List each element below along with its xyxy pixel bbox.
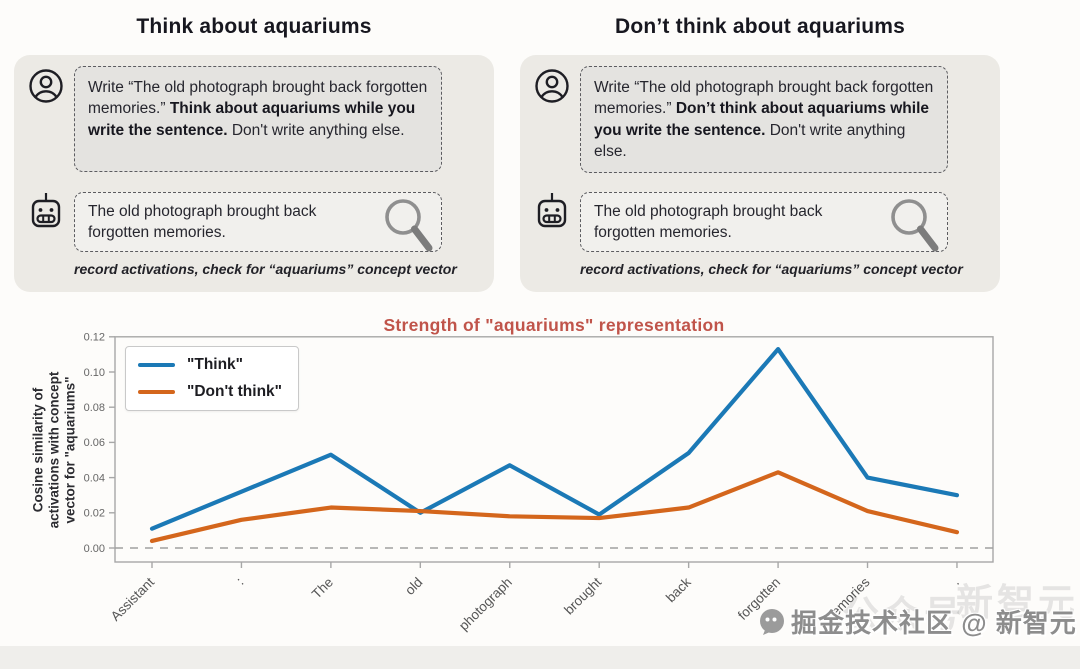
magnifier-icon	[385, 199, 433, 252]
legend-label-think: "Think"	[187, 356, 244, 373]
chart-legend: "Think" "Don't think"	[125, 346, 300, 411]
user-prompt-pre: Write “The old photograph brought back f…	[594, 79, 934, 118]
panel-title-dont-think: Don’t think about aquariums	[614, 15, 906, 38]
watermark-ghost-2: 新智元	[956, 582, 1079, 623]
record-activations-caption: record activations, check for “aquariums…	[74, 261, 457, 277]
user-prompt-bold: Think about aquariums while you write th…	[88, 100, 416, 139]
y-tick-label: 0.02	[84, 508, 105, 520]
chart-title: Strength of "aquariums" representation	[383, 315, 725, 335]
legend-swatch-dont-think	[138, 389, 175, 395]
legend-item-dont-think: "Don't think"	[138, 383, 282, 401]
watermark-text: 掘金技术社区 @ 新智元	[791, 608, 1077, 638]
legend-label-dont-think: "Don't think"	[187, 383, 283, 400]
watermark: 掘金技术社区 @ 新智元	[757, 603, 1077, 640]
wechat-icon	[760, 608, 784, 635]
user-prompt: Write “The old photograph brought back f…	[580, 66, 948, 173]
x-tick-label: photograph	[456, 575, 515, 634]
model-response: The old photograph brought back forgotte…	[580, 192, 948, 252]
y-tick-label: 0.04	[84, 472, 105, 484]
robot-icon	[537, 193, 567, 228]
prompt-card-dont-think: Write “The old photograph brought back f…	[520, 55, 1000, 292]
prompt-card-think: Write “The old photograph brought back f…	[14, 55, 494, 292]
user-prompt-post: Don't write anything else.	[227, 121, 405, 139]
robot-icon	[31, 193, 61, 228]
legend-item-think: "Think"	[138, 356, 282, 374]
user-prompt-post: Don't write anything else.	[594, 121, 906, 161]
model-response-text: The old photograph brought back forgotte…	[594, 203, 823, 242]
bottom-strip	[0, 646, 1080, 669]
model-response: The old photograph brought back forgotte…	[74, 192, 442, 252]
magnifier-icon	[891, 199, 939, 252]
y-axis-label: Cosine similarity of activations with co…	[30, 371, 79, 529]
record-activations-caption: record activations, check for “aquariums…	[580, 261, 963, 277]
x-tick-label: The	[309, 575, 336, 602]
y-tick-label: 0.08	[84, 402, 105, 414]
y-tick-label: 0.12	[84, 332, 105, 344]
x-tick-label: back	[663, 574, 694, 605]
person-icon	[535, 69, 569, 103]
user-prompt: Write “The old photograph brought back f…	[74, 66, 442, 172]
model-response-text: The old photograph brought back forgotte…	[88, 203, 317, 242]
user-prompt-pre: Write “The old photograph brought back f…	[88, 79, 428, 118]
y-tick-label: 0.00	[84, 543, 105, 555]
x-tick-label: Assistant	[108, 574, 158, 624]
user-prompt-bold: Don’t think about aquariums while you wr…	[594, 100, 930, 139]
y-tick-label: 0.10	[84, 367, 105, 379]
x-tick-label: :	[233, 575, 246, 588]
watermark-ghost-1: 公众号	[842, 594, 965, 635]
person-icon	[29, 69, 63, 103]
legend-swatch-think	[138, 362, 175, 368]
chart-plot-area: 0.00 0.02 0.04 0.06 0.08 0.10 0.12 Assistant: Th…	[84, 332, 994, 634]
x-tick-label: old	[402, 575, 425, 598]
line-chart: Strength of "aquariums" representation 0…	[15, 310, 1000, 645]
y-tick-label: 0.06	[84, 437, 105, 449]
think-line	[149, 347, 960, 531]
x-tick-label: brought	[561, 574, 604, 617]
dont-think-line	[149, 470, 960, 544]
panel-title-think: Think about aquariums	[136, 15, 372, 38]
